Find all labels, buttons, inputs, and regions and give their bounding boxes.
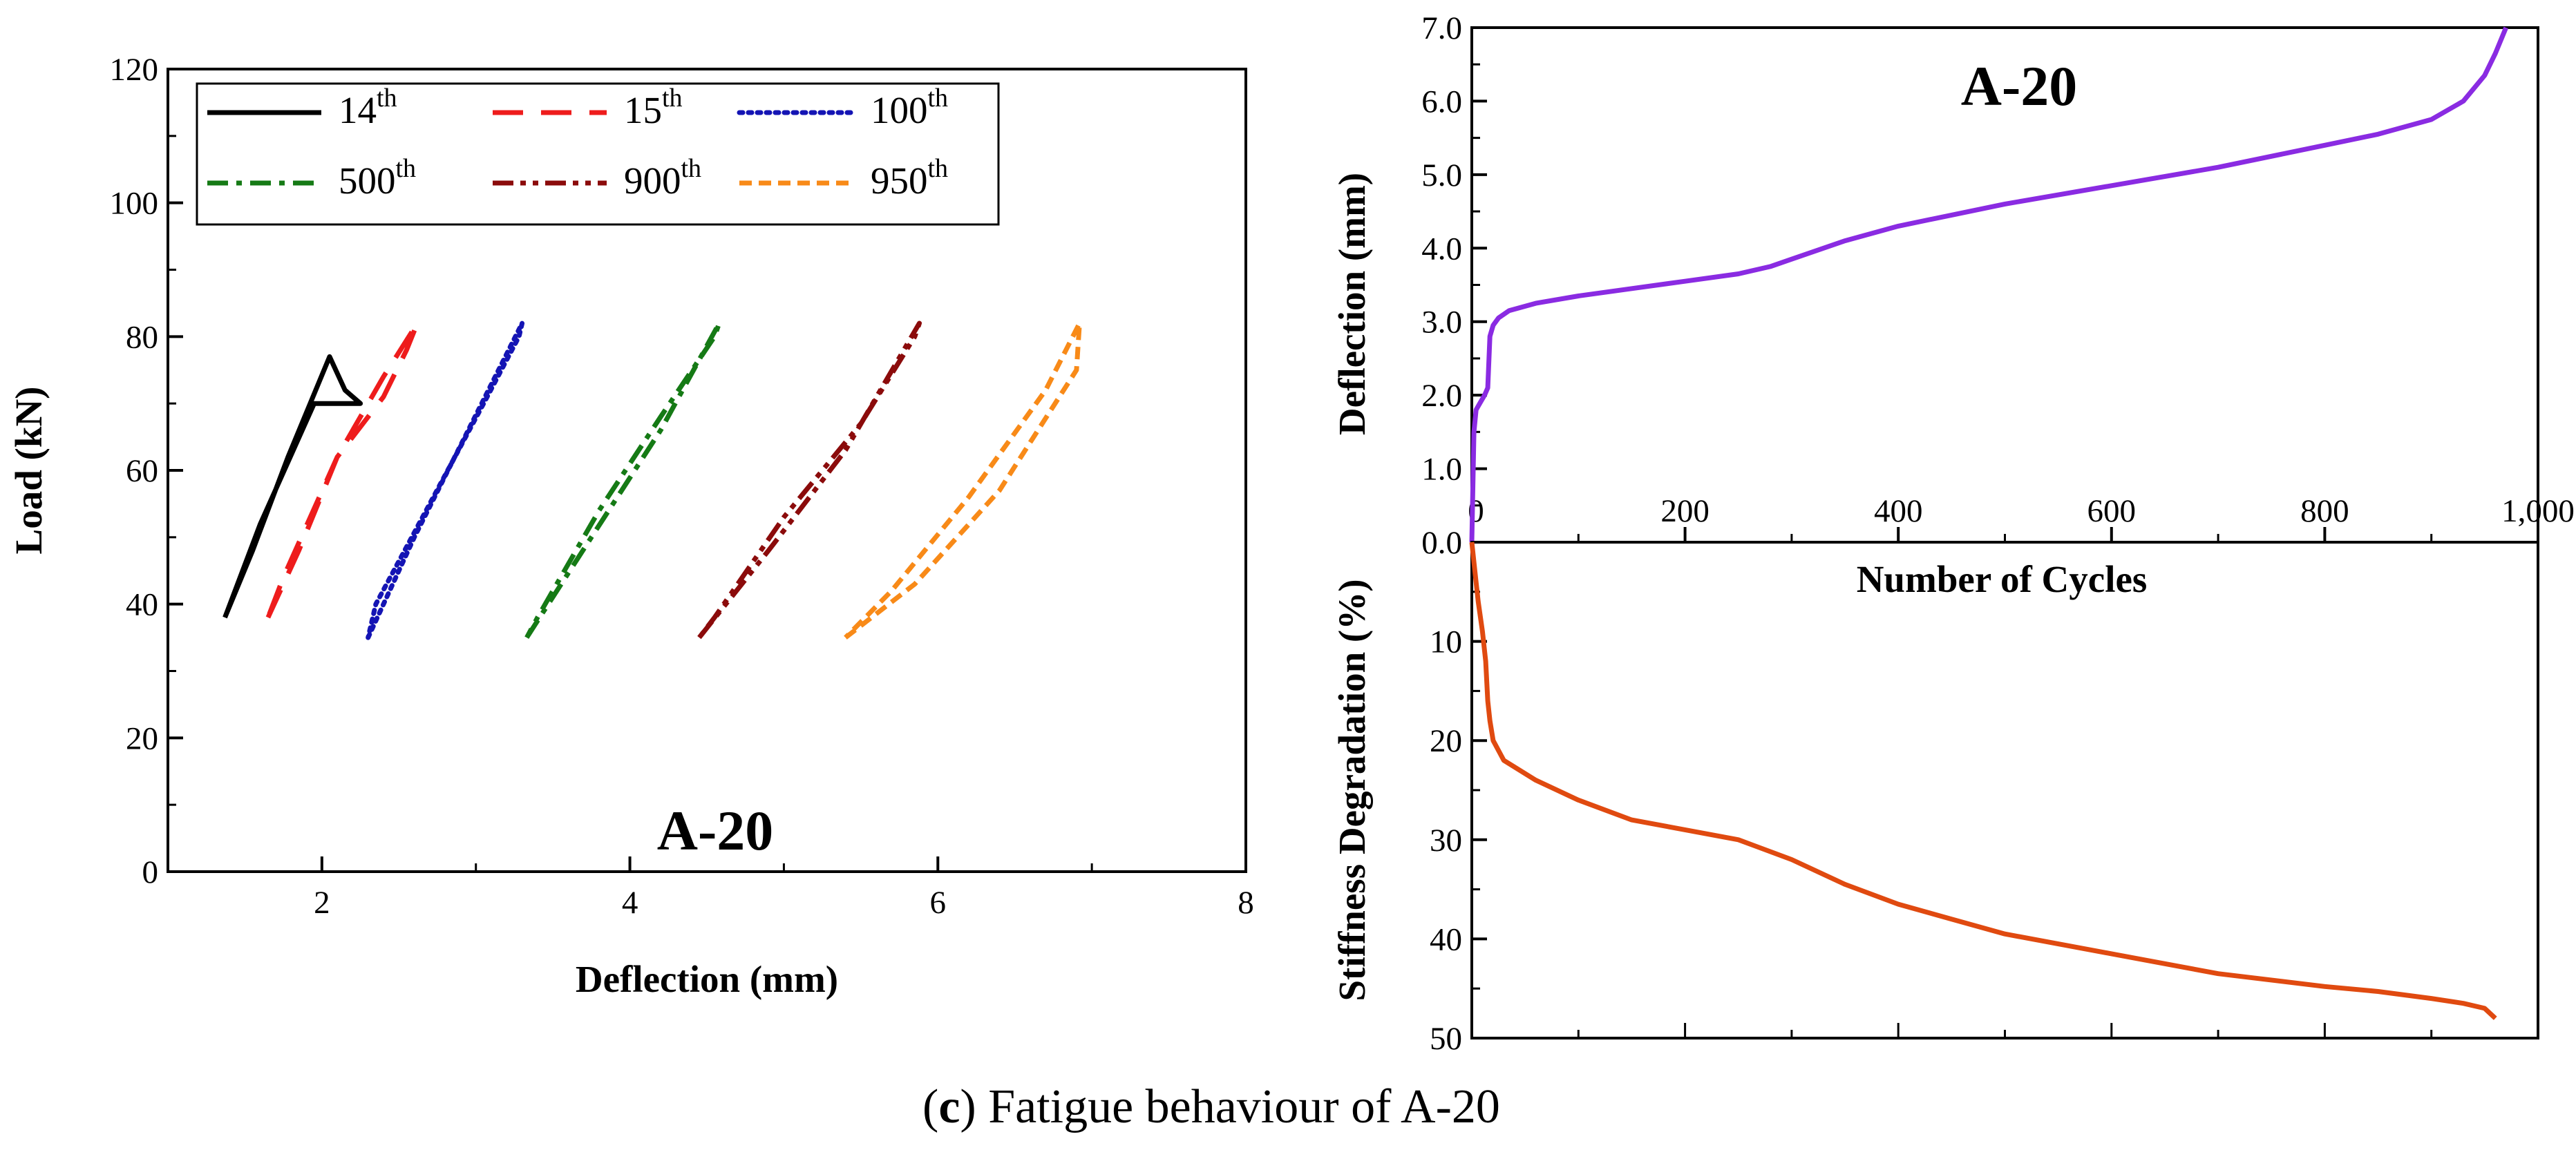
x-tick-label: 400 [1874,493,1923,529]
x-axis-label: Deflection (mm) [576,958,838,1000]
tick-group: 0 20 40 60 80 100 120 2 4 6 8 [110,52,1254,921]
x-tick-label: 600 [2087,493,2137,529]
y-tick-label: 20 [126,720,158,756]
y-axis-label: Deflection (mm) [1331,173,1373,435]
legend-label: 500th [339,154,416,202]
legend-item: 500th [207,154,416,202]
legend-label-suffix: th [681,154,702,183]
series-line-14th [222,354,363,619]
series-line-100th [366,320,525,640]
series-group [1469,26,2508,543]
legend-label-number: 14 [339,89,377,131]
legend-label-number: 900 [624,160,681,202]
series-group [222,320,1082,640]
y-tick-label: 3.0 [1421,305,1462,341]
chart-title: A-20 [1961,55,2078,117]
legend-label: 900th [624,154,701,202]
x-tick-label: 800 [2300,493,2349,529]
legend-label: 14th [339,84,397,131]
x-tick-label: 2 [314,885,330,921]
series-line-950th [844,320,1082,640]
chart-title: A-20 [657,799,774,862]
legend-label-suffix: th [928,154,949,183]
y-tick-label: 4.0 [1421,231,1462,267]
legend-item: 900th [493,154,701,202]
legend-label-suffix: th [377,84,397,113]
y-tick-label: 0.0 [1421,525,1462,561]
y-tick-label: 80 [126,319,158,355]
legend-label-suffix: th [396,154,417,183]
y-tick-label: 30 [1430,823,1462,859]
y-tick-label: 0 [142,854,159,890]
y-axis-label: Stiffness Degradation (%) [1331,579,1373,1001]
y-tick-label: 120 [110,52,159,88]
y-tick-label: 1.0 [1421,452,1462,488]
legend-item: 100th [737,84,948,131]
x-tick-label: 6 [930,885,947,921]
x-tick-label: 4 [622,885,638,921]
caption-letter: c [938,1080,960,1133]
legend-label-number: 500 [339,160,396,202]
stiffness-degradation-plot: 10 20 30 40 50 Stiffness Degradation (%) [1331,541,2539,1057]
legend-label-suffix: th [662,84,683,113]
legend-label-suffix: th [928,84,949,113]
x-tick-label: 8 [1238,885,1254,921]
deflection-cycles-plot: 0.01.02.03.04.05.06.07.00 200 400 600 800 1,0… [1331,10,2575,600]
legend-label-number: 950 [871,160,928,202]
y-tick-label: 20 [1430,723,1462,759]
y-tick-label: 6.0 [1421,84,1462,119]
y-tick-label: 7.0 [1421,10,1462,46]
y-tick-label: 5.0 [1421,157,1462,193]
legend-item: 15th [493,84,683,131]
x-axis-label: Number of Cycles [1857,558,2148,600]
x-tick-label: 200 [1660,493,1710,529]
legend-box [196,82,1000,226]
stiffness-series-line [1469,542,2497,1020]
legend-label-number: 15 [624,89,662,131]
y-tick-label: 100 [110,186,159,222]
series-line-900th [697,320,922,640]
series-line-500th [524,320,722,639]
x-tick-label: 1,000 [2501,493,2575,529]
plot-frame [1470,541,2539,1039]
y-tick-label: 50 [1430,1021,1462,1057]
y-tick-label: 60 [126,453,158,489]
legend-item: 950th [739,154,948,202]
tick-group: 0.01.02.03.04.05.06.07.00 200 400 600 800 1,0… [1421,10,2575,561]
y-tick-label: 2.0 [1421,378,1462,414]
y-axis-label: Load (kN) [8,387,50,555]
legend-label-number: 100 [871,89,928,131]
y-tick-label: 40 [1430,921,1462,957]
legend-item: 14th [207,84,397,131]
series-group [1469,542,2497,1020]
tick-group: 10 20 30 40 50 [1430,591,2539,1057]
y-tick-label: 40 [126,587,158,623]
legend-label: 950th [871,154,948,202]
legend-label: 100th [871,84,948,131]
legend-label: 15th [624,84,683,131]
figure-caption: (c) Fatigue behaviour of A-20 [922,1080,1500,1133]
load-deflection-plot: 0 20 40 60 80 100 120 2 4 6 8 A-20 Deflection (mm)… [8,52,1254,1000]
y-tick-label: 10 [1430,624,1462,660]
caption-text: Fatigue behaviour of A-20 [988,1080,1500,1133]
deflection-series-line [1469,26,2508,543]
